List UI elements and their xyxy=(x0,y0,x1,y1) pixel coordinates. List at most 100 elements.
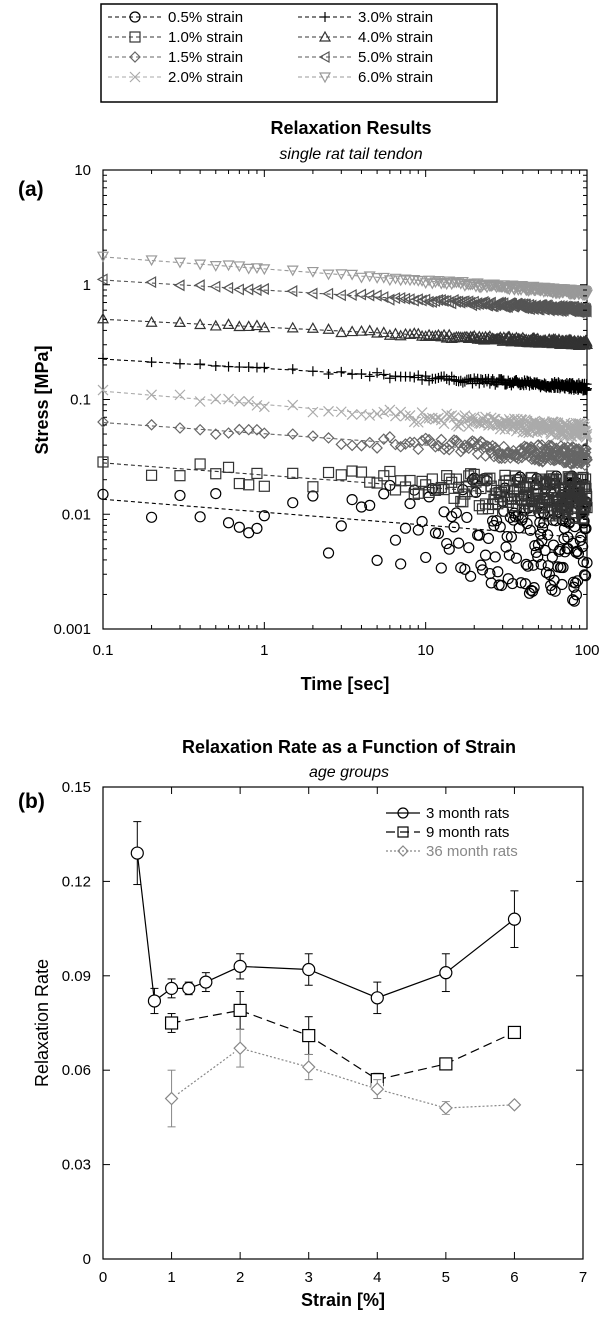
data-point xyxy=(378,369,389,380)
data-point xyxy=(145,276,157,289)
chart-a-subtitle: single rat tail tendon xyxy=(279,146,422,163)
data-point xyxy=(429,440,442,453)
data-point xyxy=(443,443,456,456)
legend-marker xyxy=(129,51,141,63)
legend-label: 3.0% strain xyxy=(358,9,433,26)
data-point xyxy=(243,479,255,491)
marker-bg xyxy=(508,1026,521,1039)
data-point xyxy=(468,468,480,480)
data-point xyxy=(578,497,591,509)
data-point xyxy=(457,496,469,508)
data-point xyxy=(322,269,335,281)
data-point xyxy=(173,257,186,269)
data-point xyxy=(286,265,299,277)
data-point xyxy=(250,319,263,331)
data-point xyxy=(346,494,358,506)
data-point xyxy=(335,438,348,451)
data-point xyxy=(233,320,246,332)
data-point xyxy=(429,329,442,341)
data-point xyxy=(581,501,593,514)
legend-label: 36 month rats xyxy=(426,843,518,860)
data-point xyxy=(465,570,477,582)
chart-b-subtitle: age groups xyxy=(309,764,389,781)
data-point xyxy=(438,483,450,496)
data-point xyxy=(419,432,432,445)
data-point xyxy=(577,541,589,553)
data-point xyxy=(496,374,507,385)
data-point xyxy=(258,401,270,413)
plot-b-area xyxy=(130,821,522,1128)
marker-bg xyxy=(182,982,195,995)
data-point xyxy=(307,490,319,502)
data-point xyxy=(540,566,552,579)
marker-bg xyxy=(165,1092,178,1105)
data-point xyxy=(503,474,515,486)
data-point xyxy=(506,577,519,590)
data-point xyxy=(173,279,185,292)
legend-marker xyxy=(129,31,141,43)
data-point xyxy=(492,566,504,578)
data-point xyxy=(577,513,589,525)
legend-item: 3.0% strain xyxy=(298,9,433,26)
data-point xyxy=(476,436,489,449)
x-tick-label: 100 xyxy=(574,642,599,659)
data-point xyxy=(335,406,347,418)
data-point xyxy=(384,373,395,384)
data-point xyxy=(287,497,299,509)
data-point xyxy=(258,321,271,333)
data-point xyxy=(372,367,383,378)
data-point xyxy=(145,255,158,267)
data-point xyxy=(581,490,593,503)
marker-bg xyxy=(439,1057,452,1070)
marker-bg xyxy=(439,966,452,979)
data-point xyxy=(347,369,358,380)
data-point xyxy=(145,418,158,431)
data-point xyxy=(399,292,411,305)
data-point xyxy=(307,366,318,377)
x-tick-label: 3 xyxy=(305,1269,313,1286)
data-point xyxy=(578,515,590,527)
data-point xyxy=(568,595,580,607)
marker-bg xyxy=(234,1042,247,1055)
data-point xyxy=(251,467,263,480)
data-point xyxy=(130,846,144,860)
legend-label: 0.5% strain xyxy=(168,9,243,26)
data-point xyxy=(194,318,207,330)
data-point xyxy=(524,524,536,536)
marker-bg xyxy=(234,1004,247,1017)
data-point xyxy=(364,410,376,421)
data-point xyxy=(438,278,451,289)
legend-item: 36 month rats xyxy=(386,843,518,860)
data-point xyxy=(250,263,263,275)
data-point xyxy=(371,442,383,454)
fit-line xyxy=(102,421,588,457)
legend-label: 5.0% strain xyxy=(358,49,433,66)
data-point xyxy=(441,373,452,384)
legend-label: 3 month rats xyxy=(426,805,509,822)
data-point xyxy=(482,532,495,545)
data-point xyxy=(528,582,540,594)
data-point xyxy=(408,488,420,501)
data-point xyxy=(535,558,547,571)
legend-item: 1.0% strain xyxy=(108,29,243,46)
y-tick-label: 0.12 xyxy=(62,873,91,890)
legend-marker xyxy=(318,30,332,42)
data-point xyxy=(98,353,108,364)
data-point xyxy=(546,551,558,563)
data-point xyxy=(242,423,255,436)
data-point xyxy=(195,359,206,370)
data-point xyxy=(435,433,448,446)
series-a-5 xyxy=(96,312,594,351)
y-tick-label: 0.06 xyxy=(62,1062,91,1079)
data-point xyxy=(209,280,221,293)
chart-b-title: Relaxation Rate as a Function of Strain xyxy=(182,737,516,757)
data-point xyxy=(574,534,586,547)
data-point xyxy=(194,511,206,523)
data-point xyxy=(510,552,522,564)
data-point xyxy=(335,289,346,302)
marker-bg xyxy=(131,847,144,860)
data-point xyxy=(438,443,450,456)
data-point xyxy=(443,473,455,485)
y-tick-label: 0 xyxy=(83,1251,91,1268)
data-point xyxy=(364,476,376,488)
